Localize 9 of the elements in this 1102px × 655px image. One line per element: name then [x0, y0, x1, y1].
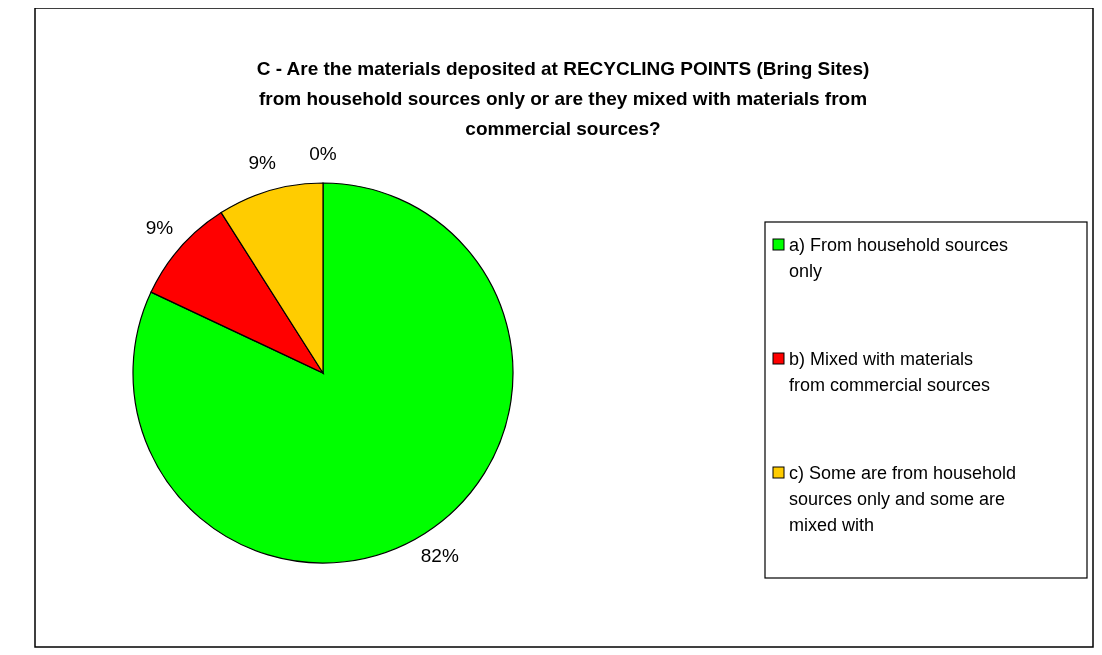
data-label: 9%	[248, 151, 277, 173]
legend-label: a) From household sources only	[789, 234, 1009, 281]
legend-label: c) Some are from household sources only and some are mixed with	[789, 462, 1017, 535]
data-label: 82%	[420, 545, 459, 567]
data-label: 9%	[145, 216, 174, 238]
chart-title: C - Are the materials deposited at RECYCLING POINTS (Bring Sites) from household sources only or are they mixed with materials from commercial sources?	[256, 58, 870, 139]
legend-label: b) Mixed with materials from commercial sources	[789, 348, 991, 395]
pie-slice	[132, 182, 514, 564]
text: 0%	[309, 143, 337, 165]
